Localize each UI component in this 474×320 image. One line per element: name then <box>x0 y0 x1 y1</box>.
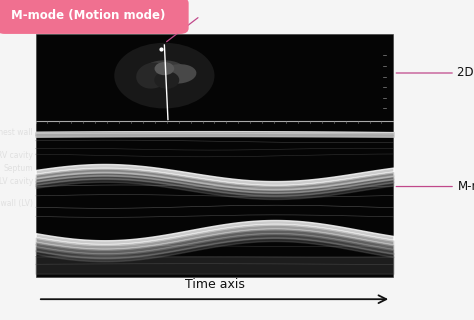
Ellipse shape <box>161 64 196 84</box>
Text: 2D image: 2D image <box>457 67 474 79</box>
FancyBboxPatch shape <box>0 0 189 34</box>
Text: M-mode: M-mode <box>457 180 474 193</box>
Text: Septum: Septum <box>3 164 33 173</box>
Text: Ultrasound line: Ultrasound line <box>155 0 245 3</box>
Text: RV cavity: RV cavity <box>0 151 33 160</box>
Text: Time axis: Time axis <box>184 278 245 291</box>
Text: M-mode (Motion mode): M-mode (Motion mode) <box>10 9 165 22</box>
Text: Chest wall: Chest wall <box>0 128 33 137</box>
Text: LV cavity: LV cavity <box>0 177 33 186</box>
Ellipse shape <box>143 60 186 82</box>
Bar <box>36 34 393 277</box>
Text: Posterior wall (LV): Posterior wall (LV) <box>0 199 33 208</box>
Ellipse shape <box>155 62 174 75</box>
Ellipse shape <box>136 63 169 89</box>
Ellipse shape <box>154 71 179 89</box>
Ellipse shape <box>114 43 214 108</box>
